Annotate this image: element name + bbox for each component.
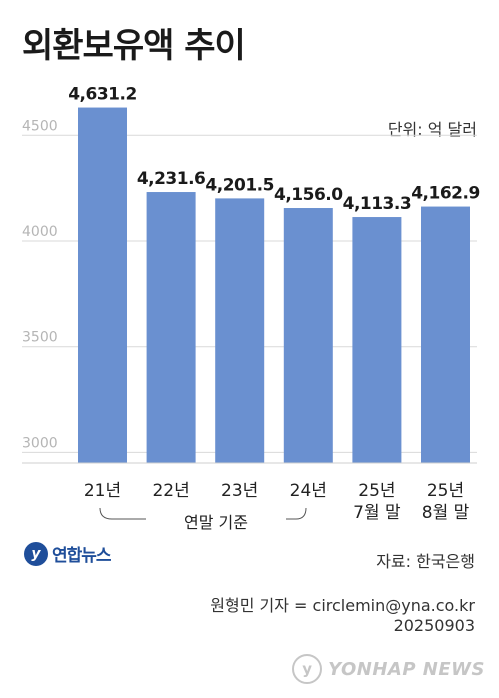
watermark-text: YONHAP NEWS: [328, 658, 485, 680]
bar: [283, 208, 333, 463]
y-tick-label: 4500: [22, 118, 58, 134]
x-tick-label: 25년: [358, 481, 395, 501]
bracket-label: 연말 기준: [146, 509, 286, 533]
x-tick-label: 25년: [427, 481, 464, 501]
credit: 원형민 기자 = circlemin@yna.co.kr 20250903: [210, 596, 475, 636]
source-label: 자료: 한국은행: [376, 552, 475, 571]
bar: [215, 198, 265, 463]
bar: [421, 206, 470, 463]
logo-text: 연합뉴스: [52, 546, 112, 566]
x-tick-label: 21년: [84, 481, 121, 501]
data-label: 4,631.2: [68, 85, 137, 105]
page-title: 외환보유액 추이: [22, 26, 246, 66]
y-tick-label: 3000: [22, 435, 58, 451]
x-tick-label: 8월 말: [422, 503, 470, 523]
data-label: 4,162.9: [411, 184, 480, 204]
bar: [146, 192, 196, 463]
bar-chart: 3000 3500 4000 4500 4,631.2 21년 4,231.6 22년 4,20…: [22, 85, 480, 523]
x-tick-label: 7월 말: [353, 503, 401, 523]
data-label: 4,156.0: [274, 185, 343, 205]
y-tick-label: 3500: [22, 330, 58, 346]
credit-line-2: 20250903: [393, 616, 475, 635]
data-label: 4,201.5: [205, 175, 274, 195]
credit-line-1: 원형민 기자 = circlemin@yna.co.kr: [210, 596, 475, 615]
bar: [78, 107, 127, 463]
yonhap-logo-icon: y: [24, 541, 48, 566]
x-tick-label: 24년: [290, 481, 327, 501]
yonhap-watermark-icon: y: [292, 654, 323, 684]
x-tick-label: 23년: [221, 481, 258, 501]
watermark: y YONHAP NEWS: [292, 654, 485, 684]
data-label: 4,231.6: [137, 169, 206, 189]
unit-label: 단위: 억 달러: [387, 120, 477, 139]
yonhap-logo: y 연합뉴스: [24, 541, 112, 566]
bar: [352, 217, 402, 463]
y-tick-label: 4000: [22, 224, 58, 240]
data-label: 4,113.3: [343, 194, 412, 214]
x-tick-label: 22년: [152, 481, 189, 501]
